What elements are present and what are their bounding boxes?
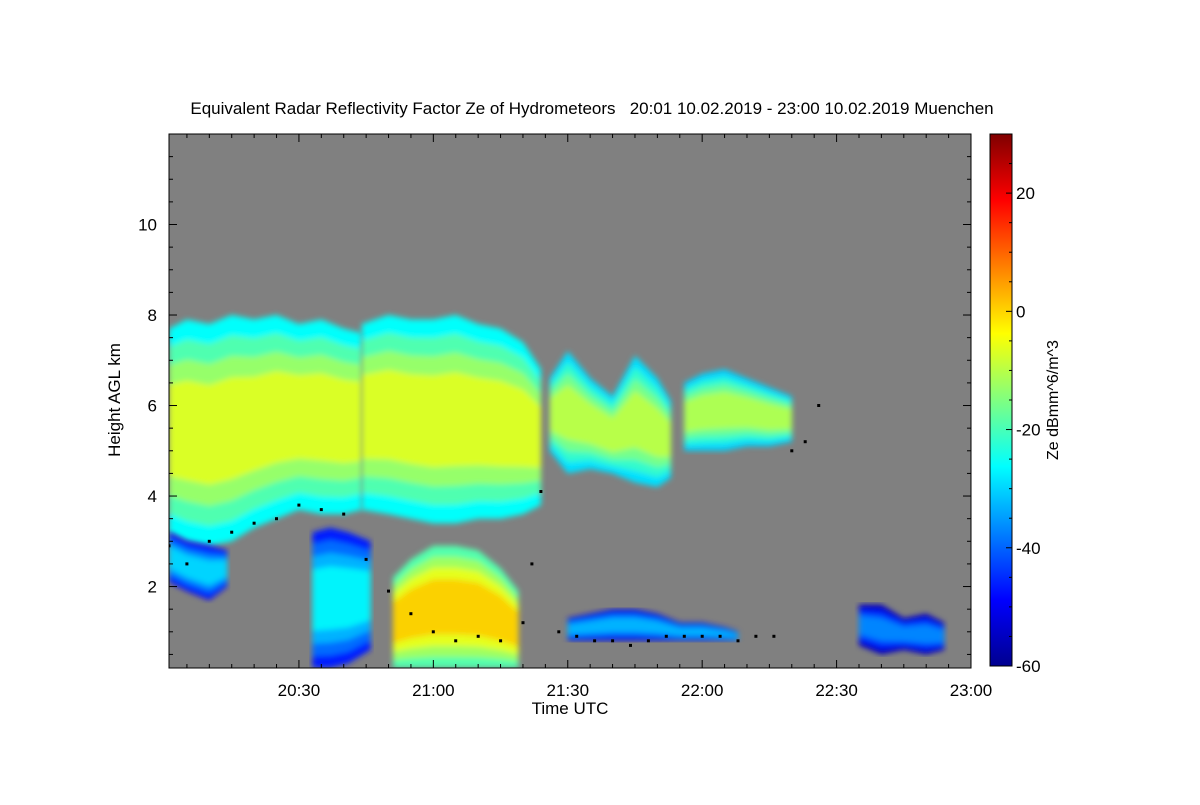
echo-region-precip-column-1 (312, 527, 371, 668)
x-axis: 20:30 21:00 21:30 22:00 22:30 23:00 (186, 134, 993, 700)
cloud-base-marker (682, 634, 686, 638)
cloud-base-marker (700, 634, 704, 638)
x-tick-label: 21:30 (546, 681, 589, 700)
cloud-base-marker (530, 562, 534, 566)
x-tick-label: 21:00 (412, 681, 455, 700)
cloud-base-marker (364, 557, 368, 561)
cloud-base-marker (736, 639, 740, 643)
echo-layer-precip-core-3 (393, 579, 519, 647)
colorbar-tick-label: -20 (1016, 421, 1041, 440)
colorbar-label: Ze dBmm^6/m^3 (1045, 340, 1062, 460)
colorbar-tick-label: -40 (1016, 539, 1041, 558)
cloud-base-marker (539, 490, 543, 493)
colorbar-axis: -60 -40 -20 0 20 (1006, 133, 1041, 676)
cloud-base-marker (297, 503, 301, 507)
cloud-base-marker (476, 634, 480, 638)
cloud-base-marker (454, 639, 458, 643)
colorbar-tick-label: 0 (1016, 302, 1025, 321)
y-axis-label: Height AGL km (105, 343, 124, 457)
y-tick-label: 8 (148, 306, 157, 325)
echo-layer-shallow-cells-right-3 (859, 615, 945, 644)
cloud-base-marker (817, 404, 821, 407)
colorbar (989, 133, 1013, 667)
echo-layer (169, 315, 945, 668)
cloud-base-marker (790, 449, 794, 453)
cloud-base-marker (169, 544, 171, 548)
cloud-base-marker (230, 530, 234, 534)
cloud-base-marker (646, 639, 650, 643)
cloud-base-marker (575, 634, 579, 638)
echo-layer-upper-cloud-2-3 (361, 369, 541, 468)
cloud-base-marker (718, 634, 722, 638)
y-tick-label: 4 (148, 487, 157, 506)
echo-region-shallow-cells-right (859, 604, 945, 655)
plot-frame (168, 133, 972, 669)
echo-layer-cloud-band-4-3 (684, 391, 792, 433)
cloud-base-markers (169, 404, 821, 647)
cloud-base-marker (387, 589, 390, 593)
colorbar-tick-label: 20 (1016, 184, 1035, 203)
cloud-base-marker (409, 612, 413, 616)
y-tick-label: 2 (148, 578, 157, 597)
cloud-base-marker (557, 630, 561, 634)
chart-title: Equivalent Radar Reflectivity Factor Ze … (190, 99, 993, 118)
cloud-base-marker (521, 621, 525, 625)
echo-layer-upper-cloud-1-3 (169, 371, 362, 485)
cloud-base-marker (593, 639, 597, 643)
echo-region-upper-cloud-1 (169, 315, 362, 546)
cloud-base-marker (275, 517, 278, 521)
cloud-base-marker (629, 643, 632, 647)
cloud-base-marker (611, 639, 615, 643)
echo-region-precip-core (393, 545, 519, 668)
x-tick-label: 22:00 (681, 681, 724, 700)
cloud-base-marker (319, 508, 323, 512)
cloud-base-marker (185, 562, 189, 566)
x-tick-label: 20:30 (278, 681, 321, 700)
cloud-base-marker (342, 512, 346, 516)
x-tick-label: 23:00 (950, 681, 993, 700)
echo-layer-low-cloud-band-3 (567, 617, 738, 639)
echo-region-low-virga-left (169, 532, 228, 601)
y-tick-label: 10 (138, 216, 157, 235)
echo-layer-precip-column-1-3 (312, 566, 371, 631)
echo-layer-cloud-band-3-3 (549, 384, 671, 458)
echo-region-cloud-band-3 (549, 351, 671, 487)
colorbar-tick-label: -60 (1016, 657, 1041, 676)
echo-layer-low-virga-left-3 (169, 545, 228, 586)
echo-region-upper-cloud-2 (361, 315, 541, 524)
x-axis-label: Time UTC (532, 699, 609, 718)
cloud-base-marker (431, 630, 435, 634)
y-tick-label: 6 (148, 397, 157, 416)
echo-region-cloud-band-4 (684, 369, 792, 451)
cloud-base-marker (499, 639, 503, 643)
cloud-base-marker (207, 539, 211, 543)
cloud-base-marker (803, 440, 807, 444)
y-axis: 2 4 6 8 10 (138, 156, 971, 655)
cloud-base-marker (754, 634, 758, 638)
cloud-base-marker (772, 634, 776, 638)
cloud-base-marker (252, 521, 256, 525)
x-tick-label: 22:30 (815, 681, 858, 700)
echo-region-low-cloud-band (567, 609, 738, 641)
cloud-base-marker (664, 634, 668, 638)
